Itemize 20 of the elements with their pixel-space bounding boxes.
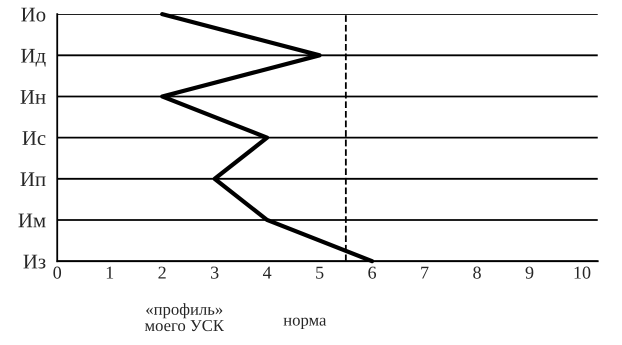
y-tick-label: Ип: [20, 172, 46, 186]
x-tick-label: 9: [526, 266, 534, 279]
x-tick-label: 0: [53, 266, 62, 279]
y-tick-label: Ин: [20, 90, 46, 104]
x-tick-label: 8: [473, 266, 481, 279]
x-tick-label: 1: [106, 266, 114, 279]
y-tick-label: Ио: [21, 8, 46, 22]
x-tick-label: 4: [262, 266, 272, 279]
y-tick-label: Ид: [21, 48, 46, 67]
ref-line-label: норма: [284, 318, 326, 330]
x-tick-label: 5: [316, 266, 324, 279]
y-tick-label: Ис: [22, 131, 46, 146]
y-tick-label: Из: [23, 254, 46, 269]
x-tick-label: 7: [421, 266, 429, 279]
text: «профиль» моего УСК: [144, 303, 224, 332]
x-tick-label: 10: [574, 266, 590, 279]
x-tick-label: 3: [211, 266, 218, 279]
y-tick-label: Им: [18, 214, 46, 228]
x-tick-label: 2: [158, 266, 166, 279]
x-tick-label: 6: [368, 266, 376, 279]
